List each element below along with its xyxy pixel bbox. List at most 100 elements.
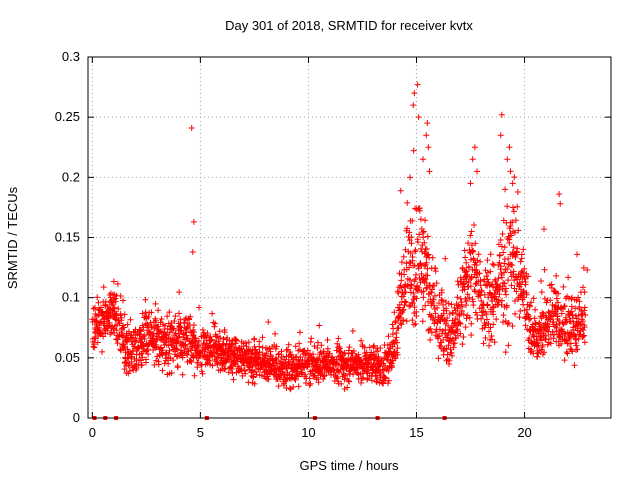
data-point	[561, 357, 568, 364]
data-point	[256, 349, 263, 356]
data-point	[444, 315, 451, 322]
data-point	[117, 310, 124, 317]
data-point	[445, 330, 452, 337]
data-point	[221, 366, 228, 373]
data-point	[471, 222, 478, 229]
data-point	[563, 349, 570, 356]
x-tick-label: 15	[409, 425, 423, 440]
data-point	[412, 320, 419, 327]
data-point	[358, 379, 365, 386]
data-point	[114, 280, 121, 287]
data-point	[364, 376, 371, 383]
data-point	[171, 318, 178, 325]
data-point	[121, 311, 128, 318]
data-point	[110, 278, 117, 285]
data-point	[506, 240, 513, 247]
data-point	[429, 254, 436, 261]
data-point	[440, 301, 447, 308]
data-point	[377, 369, 384, 376]
data-point	[175, 334, 182, 341]
data-point	[560, 283, 567, 290]
data-point	[259, 334, 266, 341]
data-point	[505, 277, 512, 284]
data-point	[153, 343, 160, 350]
data-point	[253, 361, 260, 368]
data-point	[528, 299, 535, 306]
data-point	[90, 343, 97, 350]
data-point	[400, 293, 407, 300]
data-point	[511, 174, 518, 181]
data-point	[410, 102, 417, 109]
data-point	[517, 274, 524, 281]
data-point	[572, 305, 579, 312]
data-point	[450, 344, 457, 351]
data-point	[508, 282, 515, 289]
data-point	[538, 289, 545, 296]
data-point	[569, 348, 576, 355]
data-point	[196, 304, 203, 311]
data-point	[142, 296, 149, 303]
data-point	[174, 346, 181, 353]
data-point	[373, 372, 380, 379]
data-point	[335, 335, 342, 342]
data-point	[409, 217, 416, 224]
data-point	[501, 244, 508, 251]
data-point	[285, 341, 292, 348]
data-point	[398, 284, 405, 291]
y-tick-label: 0.15	[55, 230, 80, 245]
data-point	[411, 262, 418, 269]
data-point	[473, 269, 480, 276]
data-point	[565, 295, 572, 302]
data-point	[537, 333, 544, 340]
data-point	[504, 203, 511, 210]
data-point	[204, 330, 211, 337]
data-point	[121, 366, 128, 373]
x-axis-label: GPS time / hours	[300, 458, 399, 473]
data-point	[401, 289, 408, 296]
data-point	[512, 310, 519, 317]
data-point	[201, 333, 208, 340]
data-point	[454, 326, 461, 333]
data-point	[400, 306, 407, 313]
data-point	[207, 333, 214, 340]
data-point	[358, 375, 365, 382]
data-point	[442, 255, 449, 262]
data-point	[174, 364, 181, 371]
data-point	[487, 268, 494, 275]
data-point	[228, 341, 235, 348]
data-point	[465, 240, 472, 247]
data-point	[509, 204, 516, 211]
data-point	[278, 348, 285, 355]
data-point	[424, 272, 431, 279]
data-point	[320, 376, 327, 383]
data-point	[494, 282, 501, 289]
data-point	[191, 329, 198, 336]
data-point	[563, 337, 570, 344]
data-point	[571, 362, 578, 369]
data-point	[124, 321, 131, 328]
data-point	[531, 315, 538, 322]
data-point	[509, 322, 516, 329]
data-point	[469, 156, 476, 163]
data-point	[432, 310, 439, 317]
data-point	[176, 333, 183, 340]
y-tick-label: 0	[73, 410, 80, 425]
data-point	[490, 283, 497, 290]
data-point	[522, 322, 529, 329]
data-point	[398, 259, 405, 266]
data-point	[382, 375, 389, 382]
data-point	[176, 322, 183, 329]
data-point	[315, 379, 322, 386]
data-point	[499, 297, 506, 304]
data-point	[478, 288, 485, 295]
data-point	[454, 316, 461, 323]
data-point	[465, 279, 472, 286]
data-point	[100, 322, 107, 329]
data-point	[221, 329, 228, 336]
data-point	[425, 251, 432, 258]
data-point	[493, 281, 500, 288]
data-point	[385, 367, 392, 374]
data-point	[484, 302, 491, 309]
data-point	[249, 347, 256, 354]
data-point	[314, 339, 321, 346]
